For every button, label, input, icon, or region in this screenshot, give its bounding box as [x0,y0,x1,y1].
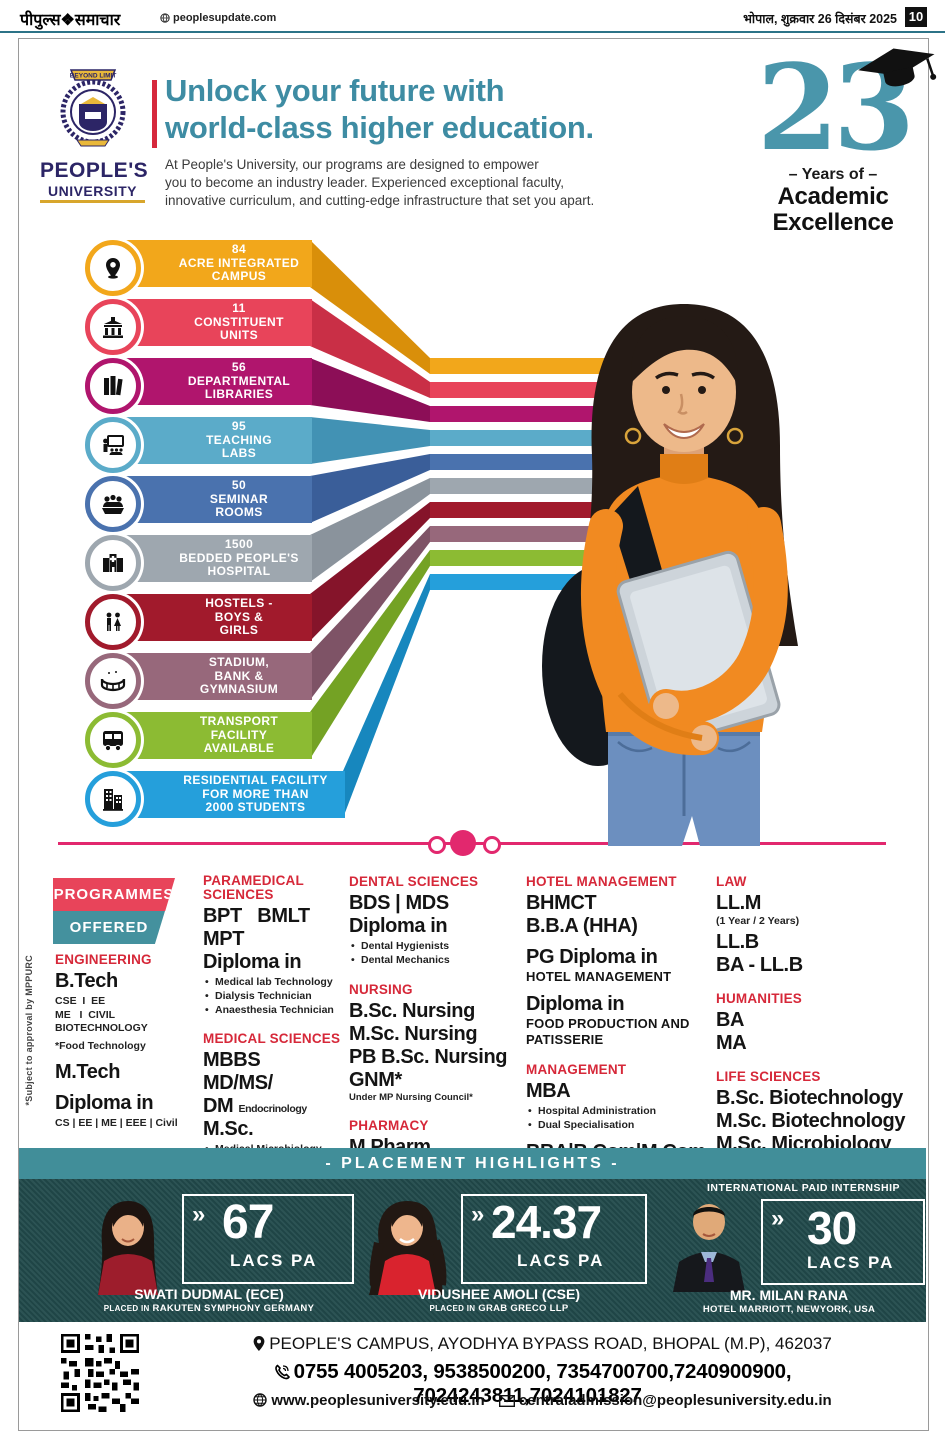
placement-card-1: » 67 LACS PA SWATI DUDMAL (ECE) PLACED I… [64,1179,354,1322]
placement-card-3: INTERNATIONAL PAID INTERNSHIP » 30 LACS … [649,1179,929,1322]
excellence-line2: Excellence [772,209,894,236]
newspaper-dateline: भोपाल, शुक्रवार 26 दिसंबर 2025 [743,12,897,26]
placement-amount: 67 [222,1196,274,1249]
qr-code [61,1334,139,1412]
chevrons-icon: » [192,1201,206,1228]
facility-bar-libraries: 56 DEPARTMENTAL LIBRARIES [118,358,312,405]
web-email-line: www.peoplesuniversity.edu.in centraladmi… [169,1392,906,1409]
divider-dot-small [483,836,501,854]
dental-heading: DENTAL SCIENCES [349,874,479,889]
crest-banner-text: BEYOND LIMIT [69,73,116,80]
hotel-heading: HOTEL MANAGEMENT [526,874,677,889]
pharmacy-heading: PHARMACY [349,1117,429,1133]
offered-banner: OFFERED [53,911,165,944]
address-line: PEOPLE'S CAMPUS, AYODHYA BYPASS ROAD, BH… [169,1334,906,1354]
graduation-cap-icon [858,48,937,87]
headline-line2: world-class higher education. [165,110,594,145]
newspaper-website: peoplesupdate.com [160,12,276,24]
footer-website: www.peoplesuniversity.edu.in [271,1392,485,1409]
globe-icon [253,1393,268,1407]
placement-amount: 24.37 [491,1196,602,1248]
excellence-line1: Academic [777,183,889,210]
chevrons-icon: » [471,1201,485,1228]
medical-heading: MEDICAL SCIENCES [203,1031,341,1047]
facility-bar-stadium: STADIUM, BANK & GYMNASIUM [118,653,312,700]
facility-bar-labs: 95 TEACHING LABS [118,417,312,464]
years-label: – Years of – [788,166,878,183]
headline-line1: Unlock your future with [165,73,505,108]
globe-icon [160,13,170,23]
footer-contact: PEOPLE'S CAMPUS, AYODHYA BYPASS ROAD, BH… [19,1322,926,1428]
student-photo [542,304,798,846]
teaching-icon [85,417,141,473]
institution-icon [85,299,141,355]
university-crest-icon: BEYOND LIMIT [60,69,125,147]
law-heading: LAW [716,874,747,889]
email-icon [498,1395,515,1407]
graduate-photo-swati [98,1201,158,1295]
programmes-banner: PROGRAMMES [53,878,175,911]
divider-dot-small [428,836,446,854]
internship-badge: INTERNATIONAL PAID INTERNSHIP [707,1182,901,1194]
facility-bar-campus: 84 ACRE INTEGRATED CAMPUS [118,240,312,287]
column-engineering: ENGINEERING B.Tech CSE I EE ME I CIVIL B… [55,952,205,1131]
placement-company: PLACED IN GRAB GRECO LLP [429,1303,569,1314]
placement-section: » 67 LACS PA SWATI DUDMAL (ECE) PLACED I… [19,1179,926,1322]
residence-icon [85,771,141,827]
programmes-section: PROGRAMMES OFFERED ENGINEERING B.Tech CS… [0,860,945,1212]
placement-amount: 30 [807,1202,857,1254]
header-rule [0,31,945,33]
location-pin-icon [85,240,141,296]
graduate-photo-milan [673,1204,745,1292]
facility-bar-hospital: 1500 BEDDED PEOPLE'S HOSPITAL [118,535,312,582]
engineering-heading: ENGINEERING [55,952,152,967]
facility-bar-seminar: 50 SEMINAR ROOMS [118,476,312,523]
logo-name: PEOPLE'S [40,159,149,182]
headline: Unlock your future with world-class high… [165,72,725,146]
placement-title-band: - PLACEMENT HIGHLIGHTS - [19,1148,926,1179]
placement-card-2: » 24.37 LACS PA VIDUSHEE AMOLI (CSE) PLA… [349,1179,649,1322]
hero-body: At People's University, our programs are… [165,157,595,208]
facility-bar-transport: TRANSPORT FACILITY AVAILABLE [118,712,312,759]
years-of-excellence: 23 – Years of – Academic Excellence [748,48,937,236]
newspaper-masthead: पीपुल्स❖समाचार [20,12,121,29]
graduate-photo-vidushee [369,1201,447,1295]
approval-note: *Subject to approval by MPPURC [24,955,34,1106]
hospital-icon [85,535,141,591]
facility-bar-residential: RESIDENTIAL FACILITY FOR MORE THAN 2000 ST… [118,771,345,818]
phone-line: 0755 4005203, 9538500200, 7354700700,724… [149,1360,906,1408]
phone-icon [274,1364,290,1380]
placement-company: PLACED IN RAKUTEN SYMPHONY GERMANY [103,1303,315,1314]
placement-company: HOTEL MARRIOTT, NEWYORK, USA [702,1304,876,1315]
books-icon [85,358,141,414]
advert-border [18,38,929,1431]
placement-name: SWATI DUDMAL (ECE) [134,1286,284,1302]
divider-dot-large [450,830,476,856]
column-law-humanities-lifesciences: LAW LL.M (1 Year / 2 Years) LL.B BA - LL… [716,874,911,1156]
chevrons-icon: » [771,1205,785,1232]
nursing-heading: NURSING [349,981,413,997]
stadium-icon [85,653,141,709]
facility-bar-units: 11 CONSTITUENT UNITS [118,299,312,346]
location-pin-icon [253,1336,265,1351]
column-hotel-management: HOTEL MANAGEMENT BHMCT B.B.A (HHA) PG Di… [526,874,708,1164]
hostel-icon [85,594,141,650]
bus-icon [85,712,141,768]
footer-email: centraladmission@peoplesuniversity.edu.i… [518,1392,832,1409]
headline-divider [152,80,157,148]
logo-subname: UNIVERSITY [40,183,145,203]
seminar-icon [85,476,141,532]
newspaper-header: पीपुल्स❖समाचार peoplesupdate.com भोपाल, … [0,0,945,33]
management-heading: MANAGEMENT [526,1062,627,1077]
university-logo: BEYOND LIMIT PEOPLE'S UNIVERSITY [40,60,149,205]
humanities-heading: HUMANITIES [716,991,802,1006]
placement-name: MR. MILAN RANA [729,1287,849,1303]
lifesciences-heading: LIFE SCIENCES [716,1069,821,1084]
facility-bar-hostels: HOSTELS - BOYS & GIRLS [118,594,312,641]
page-number: 10 [905,7,927,27]
placement-name: VIDUSHEE AMOLI (CSE) [417,1286,581,1302]
